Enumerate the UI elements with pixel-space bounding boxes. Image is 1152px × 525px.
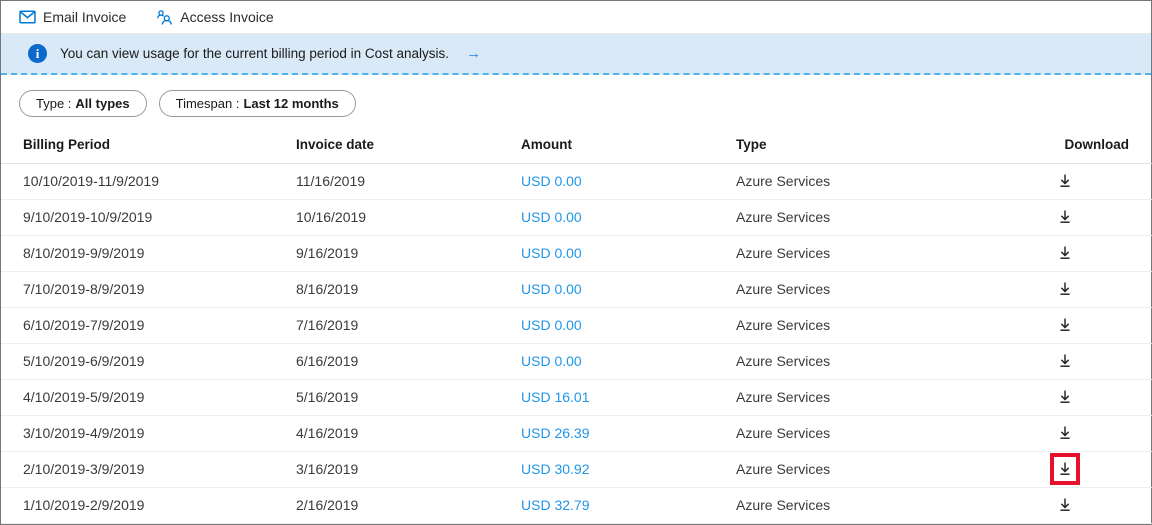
amount-link[interactable]: USD 30.92: [521, 461, 590, 477]
invoice-date-cell: 3/16/2019: [296, 451, 521, 488]
table-row: 8/10/2019-9/9/2019 9/16/2019 USD 0.00 Az…: [1, 235, 1152, 272]
email-invoice-label: Email Invoice: [43, 9, 127, 25]
banner-text: You can view usage for the current billi…: [60, 46, 449, 61]
download-icon: [1057, 497, 1073, 513]
type-cell: Azure Services: [736, 343, 1050, 380]
timespan-filter-value: Last 12 months: [243, 96, 339, 111]
amount-link[interactable]: USD 0.00: [521, 209, 582, 225]
type-cell: Azure Services: [736, 235, 1050, 272]
invoice-date-cell: 9/16/2019: [296, 235, 521, 272]
table-row: 9/10/2019-10/9/2019 10/16/2019 USD 0.00 …: [1, 199, 1152, 236]
table-row: 7/10/2019-8/9/2019 8/16/2019 USD 0.00 Az…: [1, 271, 1152, 308]
invoice-date-cell: 2/16/2019: [296, 487, 521, 524]
table-row: 3/10/2019-4/9/2019 4/16/2019 USD 26.39 A…: [1, 415, 1152, 452]
invoice-date-cell: 8/16/2019: [296, 271, 521, 308]
billing-period-cell: 7/10/2019-8/9/2019: [1, 271, 296, 308]
type-cell: Azure Services: [736, 271, 1050, 308]
info-banner: i You can view usage for the current bil…: [1, 34, 1151, 75]
billing-period-cell: 1/10/2019-2/9/2019: [1, 487, 296, 524]
amount-link[interactable]: USD 26.39: [521, 425, 590, 441]
invoice-date-cell: 6/16/2019: [296, 343, 521, 380]
amount-link[interactable]: USD 32.79: [521, 497, 590, 513]
download-button[interactable]: [1050, 417, 1080, 449]
header-invoice-date: Invoice date: [296, 127, 521, 164]
header-download: Download: [1050, 127, 1152, 164]
invoices-table: Billing Period Invoice date Amount Type …: [1, 127, 1152, 524]
table-row: 10/10/2019-11/9/2019 11/16/2019 USD 0.00…: [1, 163, 1152, 200]
amount-link[interactable]: USD 0.00: [521, 353, 582, 369]
filter-bar: Type : All types Timespan : Last 12 mont…: [1, 75, 1151, 117]
download-icon: [1057, 425, 1073, 441]
download-button[interactable]: [1050, 453, 1080, 485]
download-button[interactable]: [1050, 165, 1080, 197]
download-icon: [1057, 353, 1073, 369]
people-icon: [156, 9, 173, 26]
amount-link[interactable]: USD 0.00: [521, 173, 582, 189]
table-row: 4/10/2019-5/9/2019 5/16/2019 USD 16.01 A…: [1, 379, 1152, 416]
type-cell: Azure Services: [736, 487, 1050, 524]
amount-link[interactable]: USD 0.00: [521, 317, 582, 333]
amount-link[interactable]: USD 0.00: [521, 245, 582, 261]
invoice-table-body: 10/10/2019-11/9/2019 11/16/2019 USD 0.00…: [1, 163, 1152, 524]
table-row: 5/10/2019-6/9/2019 6/16/2019 USD 0.00 Az…: [1, 343, 1152, 380]
envelope-icon: [19, 10, 36, 24]
billing-period-cell: 10/10/2019-11/9/2019: [1, 163, 296, 200]
table-header-row: Billing Period Invoice date Amount Type …: [1, 127, 1152, 164]
download-button[interactable]: [1050, 345, 1080, 377]
cost-analysis-arrow-link[interactable]: →: [465, 45, 481, 62]
download-button[interactable]: [1050, 381, 1080, 413]
table-row: 1/10/2019-2/9/2019 2/16/2019 USD 32.79 A…: [1, 487, 1152, 524]
info-icon: i: [28, 44, 47, 63]
billing-period-cell: 4/10/2019-5/9/2019: [1, 379, 296, 416]
invoice-date-cell: 11/16/2019: [296, 163, 521, 200]
amount-link[interactable]: USD 16.01: [521, 389, 590, 405]
type-cell: Azure Services: [736, 451, 1050, 488]
billing-period-cell: 3/10/2019-4/9/2019: [1, 415, 296, 452]
type-filter-value: All types: [75, 96, 130, 111]
type-filter-pill[interactable]: Type : All types: [19, 90, 147, 117]
table-row: 6/10/2019-7/9/2019 7/16/2019 USD 0.00 Az…: [1, 307, 1152, 344]
billing-period-cell: 6/10/2019-7/9/2019: [1, 307, 296, 344]
table-row: 2/10/2019-3/9/2019 3/16/2019 USD 30.92 A…: [1, 451, 1152, 488]
download-icon: [1057, 461, 1073, 477]
access-invoice-button[interactable]: Access Invoice: [156, 9, 274, 26]
download-button[interactable]: [1050, 201, 1080, 233]
invoice-date-cell: 7/16/2019: [296, 307, 521, 344]
invoice-date-cell: 5/16/2019: [296, 379, 521, 416]
invoice-date-cell: 10/16/2019: [296, 199, 521, 236]
download-button[interactable]: [1050, 489, 1080, 521]
type-filter-label: Type :: [36, 96, 72, 111]
billing-period-cell: 2/10/2019-3/9/2019: [1, 451, 296, 488]
download-icon: [1057, 389, 1073, 405]
amount-link[interactable]: USD 0.00: [521, 281, 582, 297]
download-icon: [1057, 245, 1073, 261]
header-billing-period: Billing Period: [1, 127, 296, 164]
access-invoice-label: Access Invoice: [180, 9, 274, 25]
billing-period-cell: 5/10/2019-6/9/2019: [1, 343, 296, 380]
billing-period-cell: 9/10/2019-10/9/2019: [1, 199, 296, 236]
type-cell: Azure Services: [736, 415, 1050, 452]
billing-period-cell: 8/10/2019-9/9/2019: [1, 235, 296, 272]
timespan-filter-pill[interactable]: Timespan : Last 12 months: [158, 90, 356, 117]
download-button[interactable]: [1050, 237, 1080, 269]
download-button[interactable]: [1050, 309, 1080, 341]
header-amount: Amount: [521, 127, 736, 164]
type-cell: Azure Services: [736, 163, 1050, 200]
type-cell: Azure Services: [736, 307, 1050, 344]
invoice-date-cell: 4/16/2019: [296, 415, 521, 452]
timespan-filter-label: Timespan :: [175, 96, 240, 111]
download-icon: [1057, 209, 1073, 225]
type-cell: Azure Services: [736, 199, 1050, 236]
type-cell: Azure Services: [736, 379, 1050, 416]
download-icon: [1057, 317, 1073, 333]
download-button[interactable]: [1050, 273, 1080, 305]
download-icon: [1057, 281, 1073, 297]
email-invoice-button[interactable]: Email Invoice: [19, 9, 126, 25]
command-bar: Email Invoice Access Invoice: [1, 1, 1151, 34]
download-icon: [1057, 173, 1073, 189]
header-type: Type: [736, 127, 1050, 164]
